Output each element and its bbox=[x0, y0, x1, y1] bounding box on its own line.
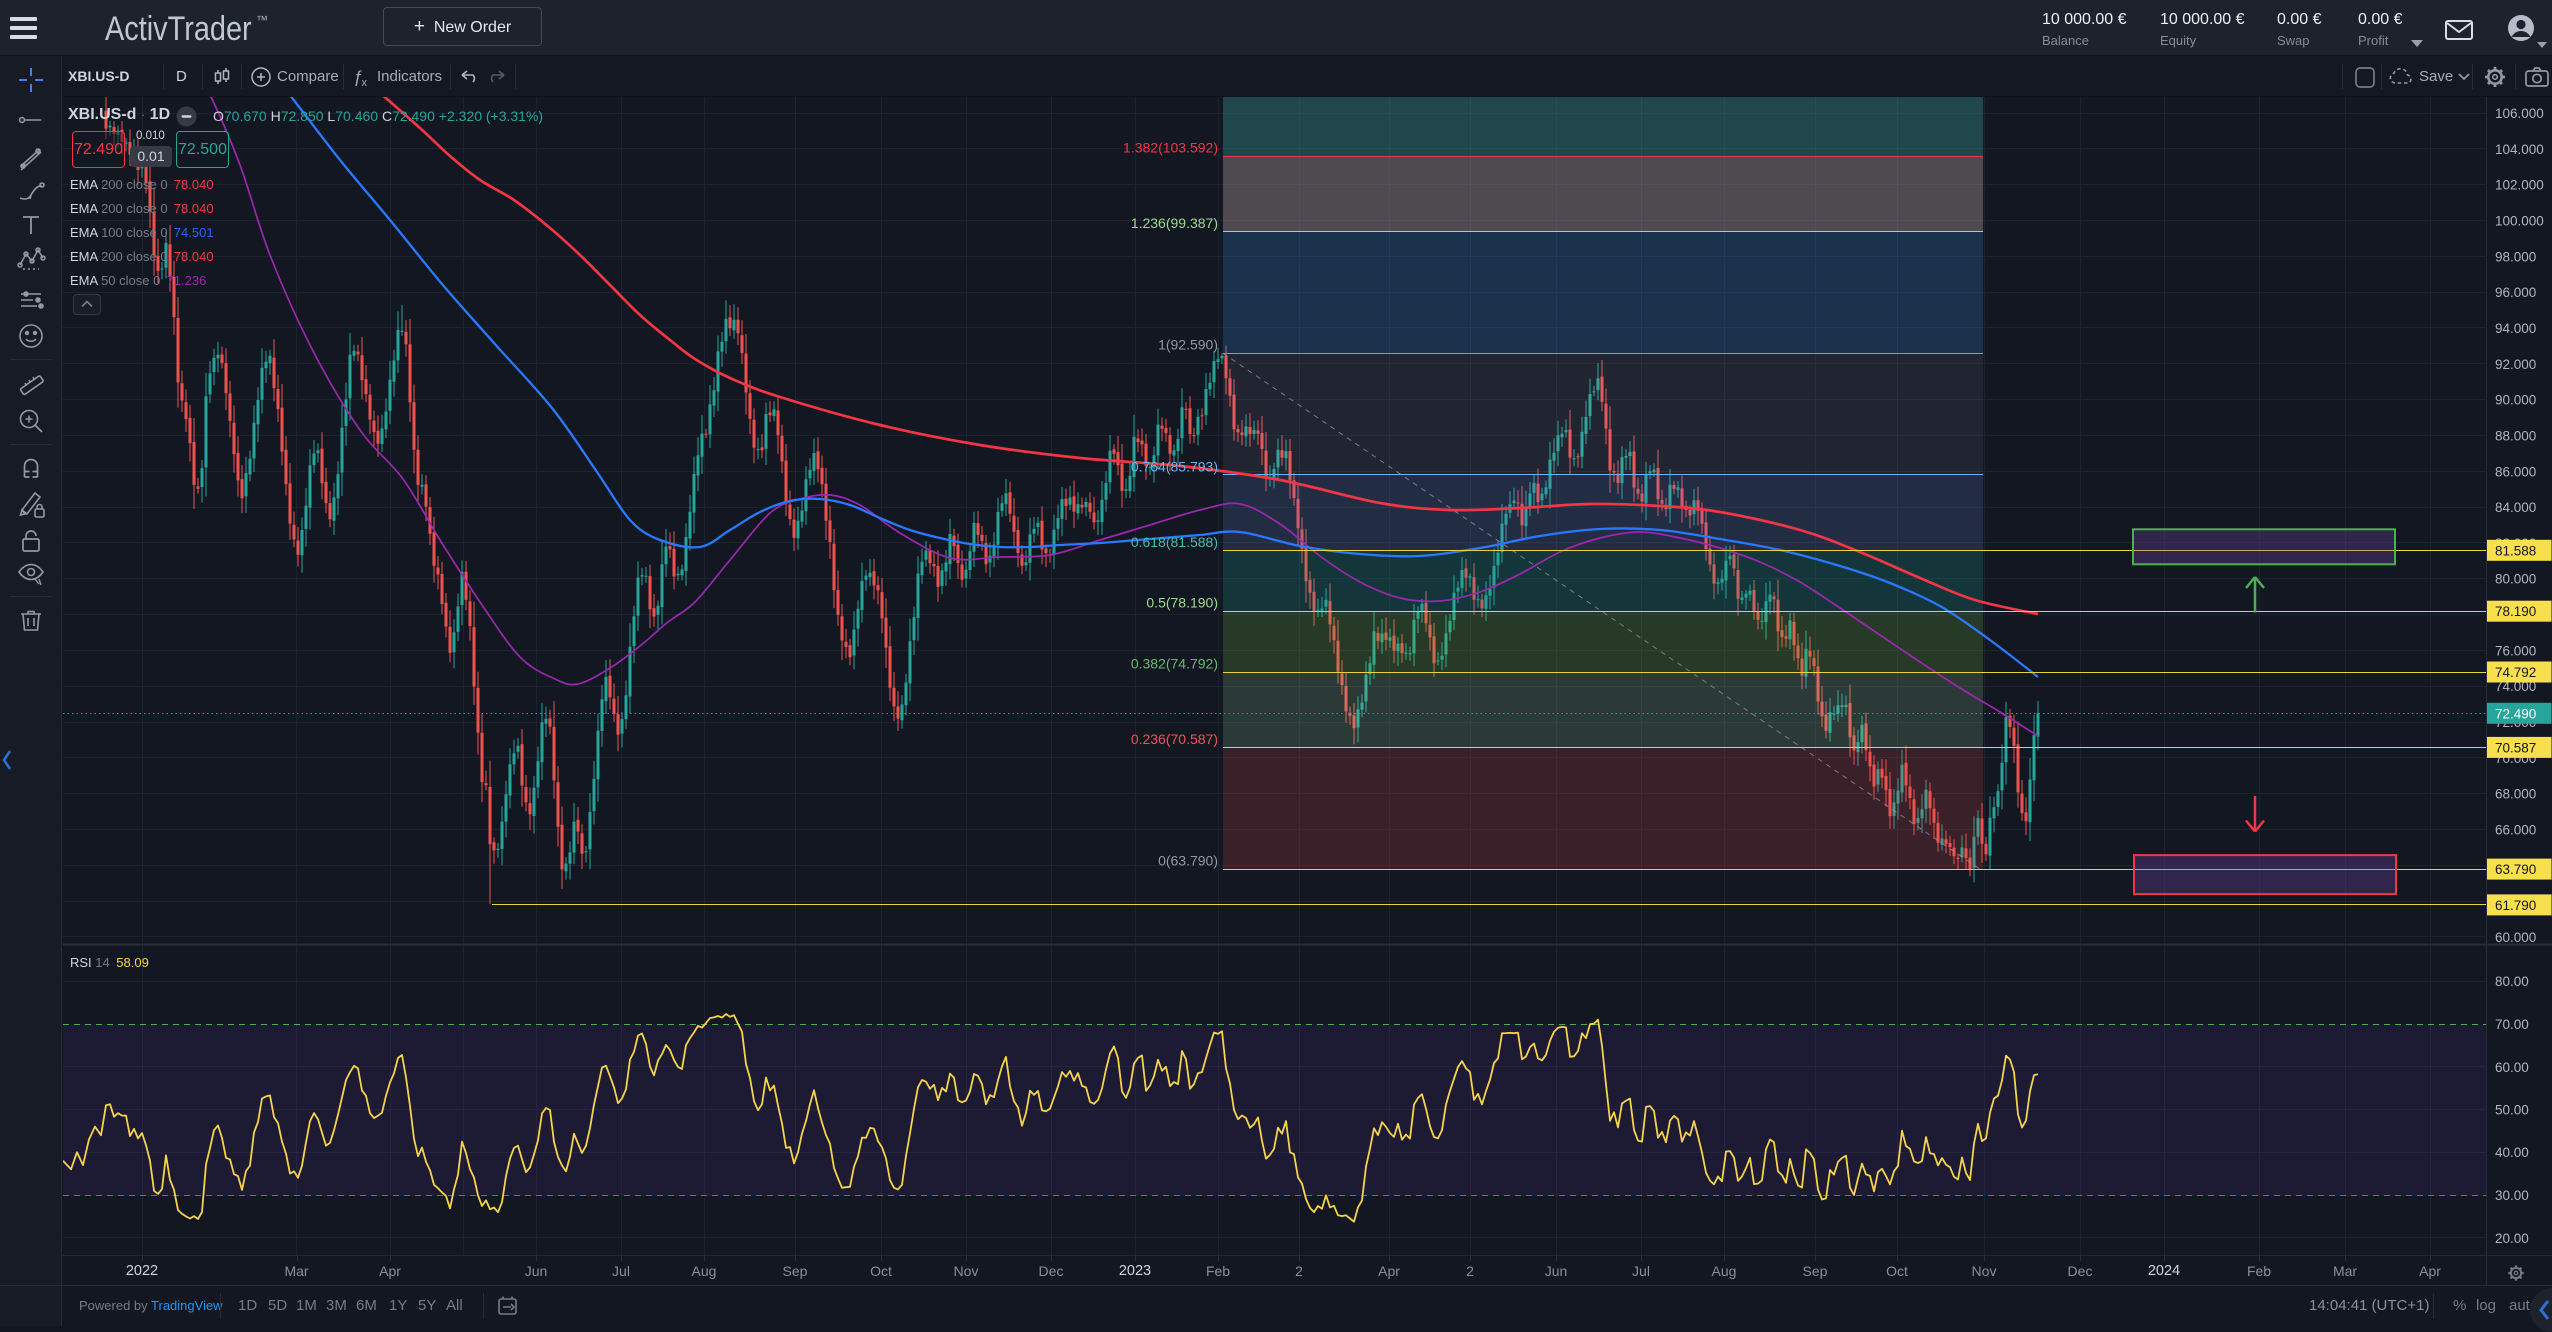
svg-text:76.000: 76.000 bbox=[2495, 643, 2536, 658]
svg-text:72.490: 72.490 bbox=[2495, 706, 2536, 721]
svg-text:0.382(74.792): 0.382(74.792) bbox=[1131, 656, 1218, 672]
svg-text:88.000: 88.000 bbox=[2495, 428, 2536, 443]
svg-text:0.5(78.190): 0.5(78.190) bbox=[1146, 595, 1218, 611]
svg-text:74.792: 74.792 bbox=[2495, 665, 2536, 680]
svg-text:1(92.590): 1(92.590) bbox=[1158, 337, 1218, 353]
svg-text:60.00: 60.00 bbox=[2495, 1060, 2529, 1075]
svg-text:61.790: 61.790 bbox=[2495, 898, 2536, 913]
svg-text:66.000: 66.000 bbox=[2495, 823, 2536, 838]
svg-text:30.00: 30.00 bbox=[2495, 1188, 2529, 1203]
svg-text:98.000: 98.000 bbox=[2495, 249, 2536, 264]
svg-text:0.236(70.587): 0.236(70.587) bbox=[1131, 731, 1218, 747]
svg-text:102.000: 102.000 bbox=[2495, 178, 2544, 193]
svg-text:104.000: 104.000 bbox=[2495, 142, 2544, 157]
svg-text:70.587: 70.587 bbox=[2495, 740, 2536, 755]
svg-text:78.190: 78.190 bbox=[2495, 604, 2536, 619]
svg-text:50.00: 50.00 bbox=[2495, 1103, 2529, 1118]
svg-text:81.588: 81.588 bbox=[2495, 543, 2536, 558]
svg-text:1.236(99.387): 1.236(99.387) bbox=[1131, 215, 1218, 231]
svg-text:94.000: 94.000 bbox=[2495, 321, 2536, 336]
svg-text:86.000: 86.000 bbox=[2495, 464, 2536, 479]
svg-text:100.000: 100.000 bbox=[2495, 214, 2544, 229]
svg-text:20.00: 20.00 bbox=[2495, 1231, 2529, 1246]
svg-text:0(63.790): 0(63.790) bbox=[1158, 853, 1218, 869]
svg-text:0.764(85.793): 0.764(85.793) bbox=[1131, 459, 1218, 475]
svg-text:70.00: 70.00 bbox=[2495, 1017, 2529, 1032]
svg-text:0.618(81.588): 0.618(81.588) bbox=[1131, 534, 1218, 550]
svg-text:80.00: 80.00 bbox=[2495, 974, 2529, 989]
svg-text:60.000: 60.000 bbox=[2495, 930, 2536, 945]
svg-text:92.000: 92.000 bbox=[2495, 357, 2536, 372]
svg-text:106.000: 106.000 bbox=[2495, 106, 2544, 121]
svg-text:1.382(103.592): 1.382(103.592) bbox=[1123, 140, 1218, 156]
svg-text:68.000: 68.000 bbox=[2495, 787, 2536, 802]
svg-text:96.000: 96.000 bbox=[2495, 285, 2536, 300]
svg-text:74.000: 74.000 bbox=[2495, 679, 2536, 694]
svg-text:63.790: 63.790 bbox=[2495, 862, 2536, 877]
svg-text:80.000: 80.000 bbox=[2495, 572, 2536, 587]
svg-text:84.000: 84.000 bbox=[2495, 500, 2536, 515]
svg-text:90.000: 90.000 bbox=[2495, 393, 2536, 408]
svg-text:40.00: 40.00 bbox=[2495, 1145, 2529, 1160]
